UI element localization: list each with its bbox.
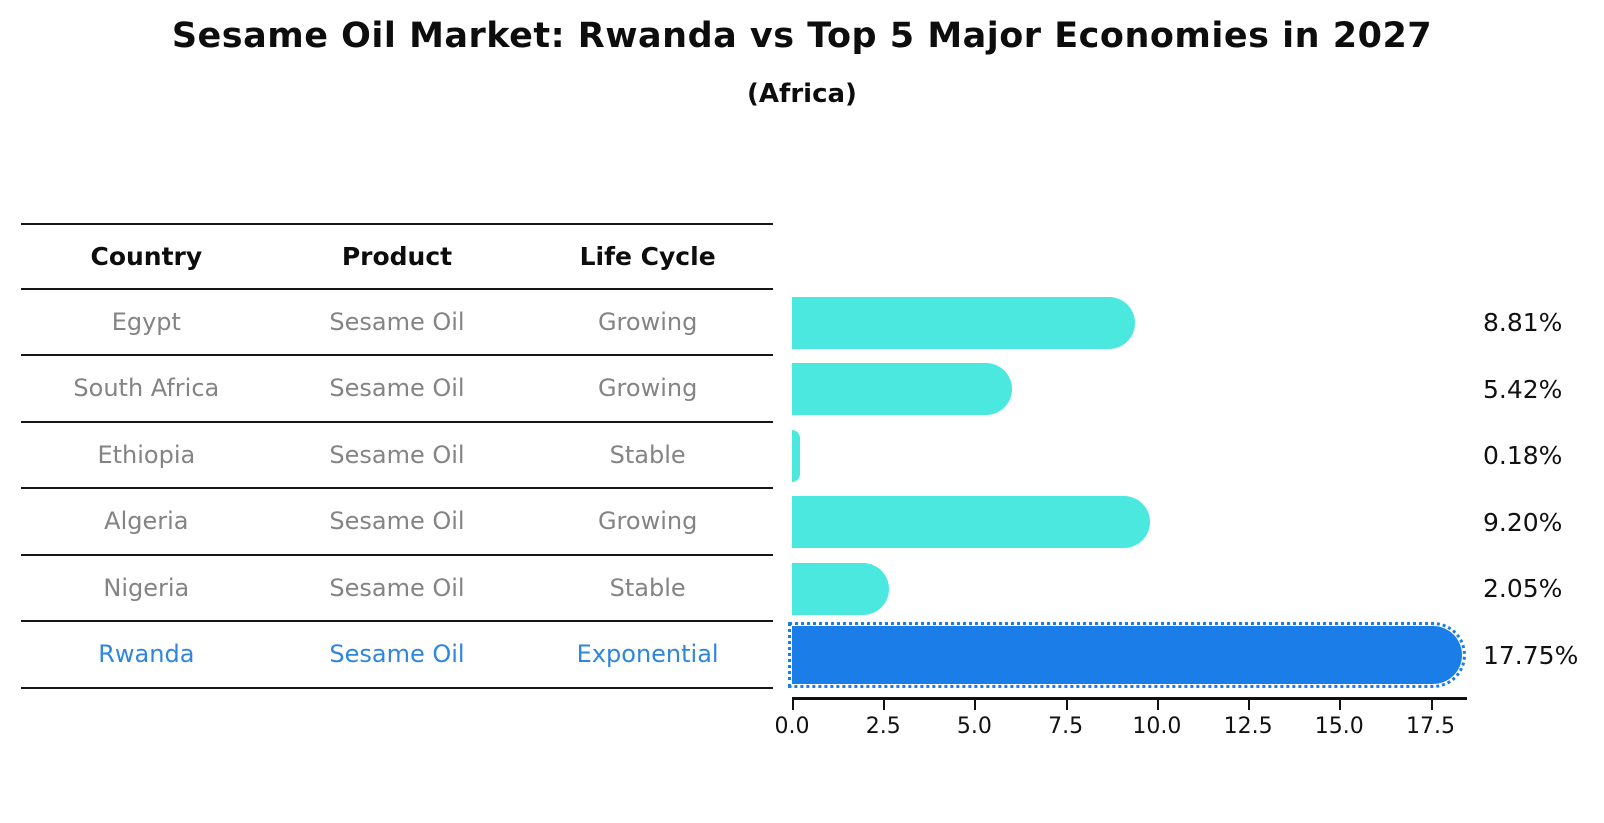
bar-value-label: 2.05% <box>1483 574 1563 604</box>
x-axis-tick <box>883 700 886 710</box>
cell-product: Sesame Oil <box>329 307 465 336</box>
table-row: South Africa Sesame Oil Growing 5.42% <box>21 356 1591 423</box>
header-country: Country <box>90 241 203 271</box>
figure: Country Product Life Cycle Egypt Sesame … <box>21 223 1591 739</box>
x-axis-tick <box>792 700 794 710</box>
x-axis-tick-label: 7.5 <box>1048 714 1084 739</box>
cell-product: Sesame Oil <box>329 374 465 403</box>
cell-product: Sesame Oil <box>329 440 465 469</box>
x-axis-tick-label: 10.0 <box>1132 714 1182 739</box>
x-axis-tick-label: 12.5 <box>1223 714 1273 739</box>
table-row: Nigeria Sesame Oil Stable 2.05% <box>21 556 1591 622</box>
x-axis-tick-label: 5.0 <box>956 714 992 739</box>
x-axis-tick <box>974 700 977 710</box>
cell-country: Nigeria <box>103 573 190 602</box>
cell-life-cycle: Growing <box>597 507 698 536</box>
table-row: Algeria Sesame Oil Growing 9.20% <box>21 489 1591 556</box>
cell-life-cycle: Exponential <box>576 640 719 669</box>
cell-country: South Africa <box>73 374 220 403</box>
bar-value-label: 9.20% <box>1483 507 1563 537</box>
x-axis-tick <box>1065 700 1068 710</box>
chart-title: Sesame Oil Market: Rwanda vs Top 5 Major… <box>171 16 1433 56</box>
bar-value-label: 8.81% <box>1483 308 1563 338</box>
x-axis-tick <box>1430 700 1433 710</box>
x-axis-tick <box>1248 700 1251 710</box>
x-axis: 0.0 2.5 5.0 7.5 10.0 12.5 15.0 17.5 <box>775 697 1467 739</box>
table-header-row: Country Product Life Cycle <box>21 223 1591 290</box>
bar-rwanda <box>788 622 1466 689</box>
bar-value-label: 0.18% <box>1483 441 1563 471</box>
cell-country: Algeria <box>104 507 189 536</box>
cell-life-cycle: Growing <box>597 307 698 336</box>
bar-nigeria <box>792 562 889 615</box>
bar-value-label: 17.75% <box>1483 640 1579 670</box>
x-axis-tick <box>1339 700 1342 710</box>
cell-product: Sesame Oil <box>329 640 465 669</box>
x-axis-tick-label: 0.0 <box>774 714 810 739</box>
x-axis-tick-label: 17.5 <box>1406 714 1455 739</box>
bar-south-africa <box>792 363 1012 416</box>
cell-country: Egypt <box>111 307 181 336</box>
cell-product: Sesame Oil <box>329 507 465 536</box>
cell-life-cycle: Growing <box>597 374 698 403</box>
cell-country: Ethiopia <box>97 440 196 469</box>
bar-algeria <box>792 496 1150 549</box>
x-axis-tick-label: 15.0 <box>1314 714 1364 739</box>
cell-country: Rwanda <box>98 640 195 669</box>
chart-subtitle: (Africa) <box>747 79 857 109</box>
bar-value-label: 5.42% <box>1483 374 1563 404</box>
table-row: Ethiopia Sesame Oil Stable 0.18% <box>21 423 1591 489</box>
table-row: Egypt Sesame Oil Growing 8.81% <box>21 290 1591 356</box>
header-product: Product <box>341 241 453 271</box>
cell-life-cycle: Stable <box>609 440 686 469</box>
x-axis-tick <box>1156 700 1159 710</box>
table-header: Country Product Life Cycle <box>21 223 773 290</box>
bar-ethiopia <box>792 429 800 482</box>
bar-egypt <box>792 296 1136 349</box>
header-life-cycle: Life Cycle <box>579 241 716 271</box>
cell-product: Sesame Oil <box>329 573 465 602</box>
x-axis-tick-label: 2.5 <box>865 714 901 739</box>
table-row: Rwanda Sesame Oil Exponential 17.75% <box>21 622 1591 689</box>
cell-life-cycle: Stable <box>609 573 686 602</box>
